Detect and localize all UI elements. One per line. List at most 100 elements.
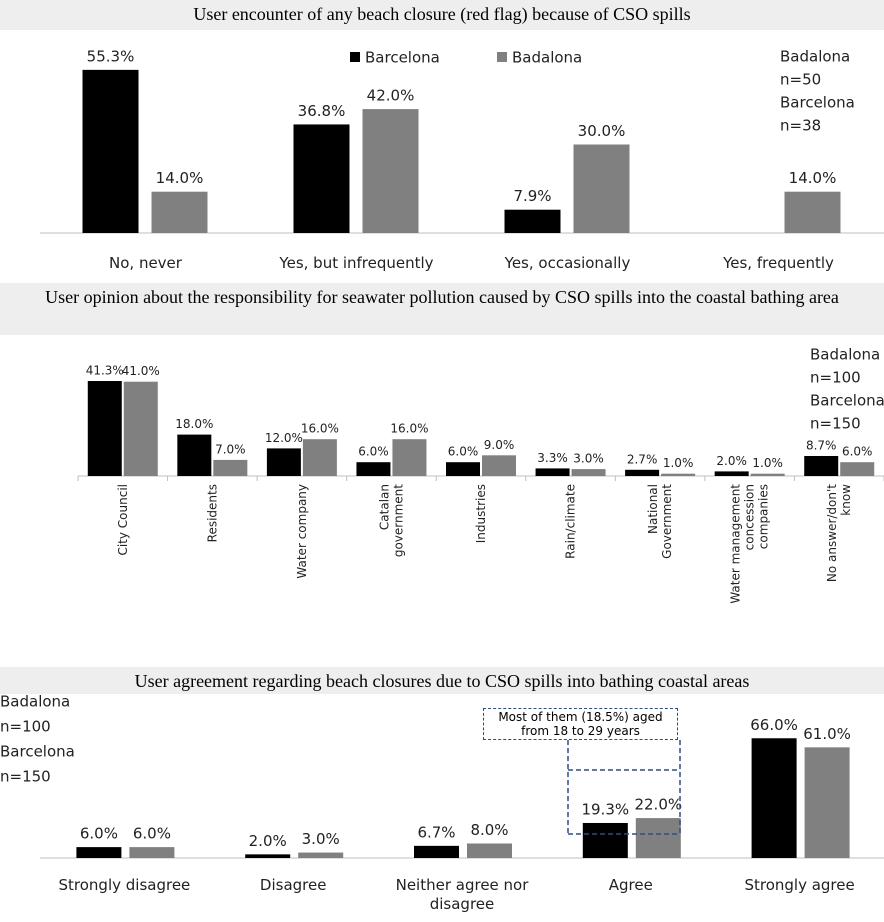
data-label: 2.0% [716,454,747,468]
data-label: 16.0% [390,422,428,436]
data-label: 3.0% [573,452,604,466]
bar [298,852,344,858]
data-label: 6.0% [80,825,118,843]
bar [751,738,797,858]
data-label: 6.0% [133,825,171,843]
data-label: 9.0% [484,438,515,452]
bar [504,209,561,233]
data-label: 7.0% [215,442,246,456]
data-label: 22.0% [634,796,682,814]
data-label: 12.0% [265,431,303,445]
data-label: 30.0% [578,122,626,140]
bar [151,191,208,233]
data-label: 14.0% [789,169,837,187]
legend-swatch [350,52,360,62]
bar [582,822,628,858]
bar [362,109,419,233]
legend-label: Badalona [512,49,582,67]
legend-label: Barcelona [365,49,440,67]
sample-size: Barcelona [780,94,855,112]
bar [76,847,122,858]
data-label: 7.9% [513,187,551,205]
x-tick-label: Catalangovernment [377,484,405,557]
sample-size: n=100 [810,369,861,387]
chart-title: User encounter of any beach closure (red… [0,0,884,30]
data-label: 41.3% [86,364,124,378]
bar [266,448,301,476]
x-tick-label: No answer/don'tknow [825,484,853,582]
data-label: 8.7% [806,438,837,452]
x-tick-label: Industries [474,484,488,543]
data-label: 61.0% [803,725,851,743]
bar [804,455,839,476]
x-tick-label: No, never [109,254,183,272]
sample-size: n=100 [0,718,51,736]
bar [213,459,248,476]
bar [573,144,630,233]
sample-size: n=150 [810,415,861,433]
data-label: 1.0% [752,456,783,470]
data-label: 3.3% [537,451,568,465]
data-label: 6.0% [448,445,479,459]
data-label: 1.0% [663,456,694,470]
bar [245,854,291,858]
bar [123,381,158,476]
bar [784,191,841,233]
x-tick-label: Neither agree nor disagree [396,876,530,913]
data-label: 36.8% [298,102,346,120]
data-label: 2.0% [249,832,287,850]
x-tick-label: NationalGovernment [646,484,674,559]
x-tick-label: Yes, occasionally [504,254,631,272]
x-tick-label: Agree [609,876,653,894]
bar [356,462,391,476]
callout: Most of them (18.5%) aged from 18 to 29 … [483,708,678,740]
x-tick-label: City Council [115,484,129,556]
legend-swatch [497,52,507,62]
bar [750,473,785,476]
data-label: 55.3% [87,47,135,65]
x-tick-label: Disagree [260,876,327,894]
bar [392,439,427,476]
x-tick-label: Strongly disagree [59,876,191,894]
data-label: 14.0% [156,169,204,187]
x-tick-label: Water company [294,484,308,579]
data-label: 41.0% [122,364,160,378]
bar [661,473,696,476]
x-tick-label: Yes, but infrequently [278,254,433,272]
chart-title: User agreement regarding beach closures … [0,667,884,694]
data-label: 19.3% [581,800,629,818]
bar [571,469,606,476]
bar [302,439,337,476]
bar [714,471,749,476]
sample-size: Barcelona [0,743,75,761]
bar [446,462,480,476]
bar [414,845,459,858]
sample-size: n=38 [780,117,821,135]
bar [482,455,516,476]
data-label: 42.0% [367,87,415,105]
data-label: 6.7% [417,823,455,841]
data-label: 18.0% [175,417,213,431]
data-label: 16.0% [301,422,339,436]
bar [87,381,122,476]
x-tick-label: Water managementconcessioncompanies [728,484,770,604]
bar [129,847,175,858]
bar [467,843,512,858]
sample-size: n=150 [0,768,51,786]
x-tick-label: Strongly agree [744,876,854,894]
data-label: 3.0% [302,830,340,848]
bar [804,747,850,858]
bar [635,818,681,858]
bar [535,468,570,476]
chart-title: User opinion about the responsibility fo… [0,283,884,335]
bar [625,469,660,476]
data-label: 8.0% [470,821,508,839]
sample-size: Barcelona [810,392,884,410]
data-label: 6.0% [842,445,873,459]
bar [82,69,139,234]
data-label: 66.0% [750,716,798,734]
bar [840,462,875,476]
bar [293,124,350,233]
